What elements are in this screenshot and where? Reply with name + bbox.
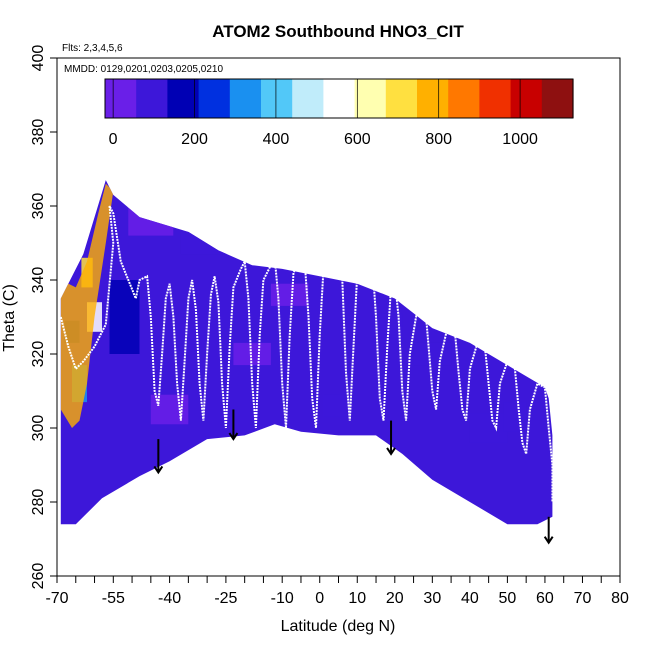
colorbar-tick-label: 1000 — [502, 131, 538, 148]
x-tick-label: 20 — [386, 590, 404, 607]
x-tick-label: 50 — [499, 590, 517, 607]
colorbar-swatch — [385, 79, 418, 118]
chart-title: ATOM2 Southbound HNO3_CIT — [212, 22, 464, 41]
y-tick-label: 360 — [30, 193, 47, 220]
x-tick-label: 30 — [423, 590, 441, 607]
colorbar-tick-label: 200 — [181, 131, 208, 148]
y-tick-label: 340 — [30, 267, 47, 294]
x-tick-label: 10 — [348, 590, 366, 607]
colorbar-swatch — [292, 79, 324, 118]
x-tick-label: 60 — [536, 590, 554, 607]
y-tick-label: 300 — [30, 415, 47, 442]
high-value-region — [60, 183, 114, 428]
flights-label: Flts: 2,3,4,5,6 — [62, 43, 123, 54]
data-domain — [60, 180, 553, 525]
x-axis-label: Latitude (deg N) — [281, 618, 396, 635]
colorbar-swatch — [136, 79, 168, 118]
flight-track — [59, 205, 554, 502]
data-patch — [180, 231, 234, 255]
colorbar-swatch — [510, 79, 543, 118]
colorbar-swatch — [354, 79, 387, 118]
colorbar-swatch — [417, 79, 449, 118]
y-tick-label: 380 — [30, 119, 47, 146]
colorbar-frame — [104, 78, 574, 119]
y-tick-label: 400 — [30, 45, 47, 72]
plot-area — [59, 180, 554, 545]
data-patch — [233, 342, 271, 366]
colorbar-tick-label: 600 — [344, 131, 371, 148]
colorbar-swatch — [229, 79, 262, 118]
x-tick-label: -25 — [214, 590, 237, 607]
y-tick-label: 280 — [30, 489, 47, 516]
x-tick-label: 70 — [574, 590, 592, 607]
x-tick-label: -70 — [45, 590, 68, 607]
descent-arrow-head — [543, 536, 554, 545]
data-patch — [270, 283, 309, 306]
dates-label: MMDD: 0129,0201,0203,0205,0210 — [64, 64, 223, 75]
data-patch — [128, 206, 174, 236]
colorbar-tick-label: 0 — [109, 131, 118, 148]
y-tick-label: 320 — [30, 341, 47, 368]
data-patch — [109, 280, 140, 354]
x-tick-label: 0 — [315, 590, 324, 607]
colorbar-swatch — [323, 79, 356, 118]
y-axis-label: Theta (C) — [1, 284, 18, 352]
x-tick-label: -10 — [271, 590, 294, 607]
descent-arrow-head — [386, 447, 396, 456]
data-patch — [503, 402, 527, 432]
colorbar-swatch — [479, 79, 512, 118]
colorbar-swatch — [198, 79, 231, 118]
colorbar: 0 200 400 600 800 1000 — [104, 78, 574, 148]
colorbar-swatch — [261, 79, 293, 118]
colorbar-swatch — [105, 79, 137, 118]
data-patch — [323, 394, 354, 417]
y-tick-label: 260 — [30, 563, 47, 590]
x-tick-label: -40 — [158, 590, 181, 607]
y-axis: 260 280 300 320 340 360 380 400 — [30, 45, 57, 590]
data-patch — [469, 413, 508, 443]
colorbar-swatch — [448, 79, 480, 118]
x-tick-label: -55 — [102, 590, 125, 607]
descent-arrow-head — [228, 432, 239, 441]
x-tick-label: 80 — [611, 590, 629, 607]
colorbar-swatch — [167, 79, 200, 118]
colorbar-tick-label: 800 — [425, 131, 452, 148]
x-axis: -70 -55 -40 -25 -10 0 10 20 30 40 50 60 70 80 — [45, 576, 629, 607]
data-patch — [413, 342, 452, 366]
descent-arrow-head — [153, 465, 164, 475]
colorbar-swatch — [541, 79, 574, 118]
colorbar-tick-label: 400 — [263, 131, 290, 148]
x-tick-label: 40 — [461, 590, 479, 607]
